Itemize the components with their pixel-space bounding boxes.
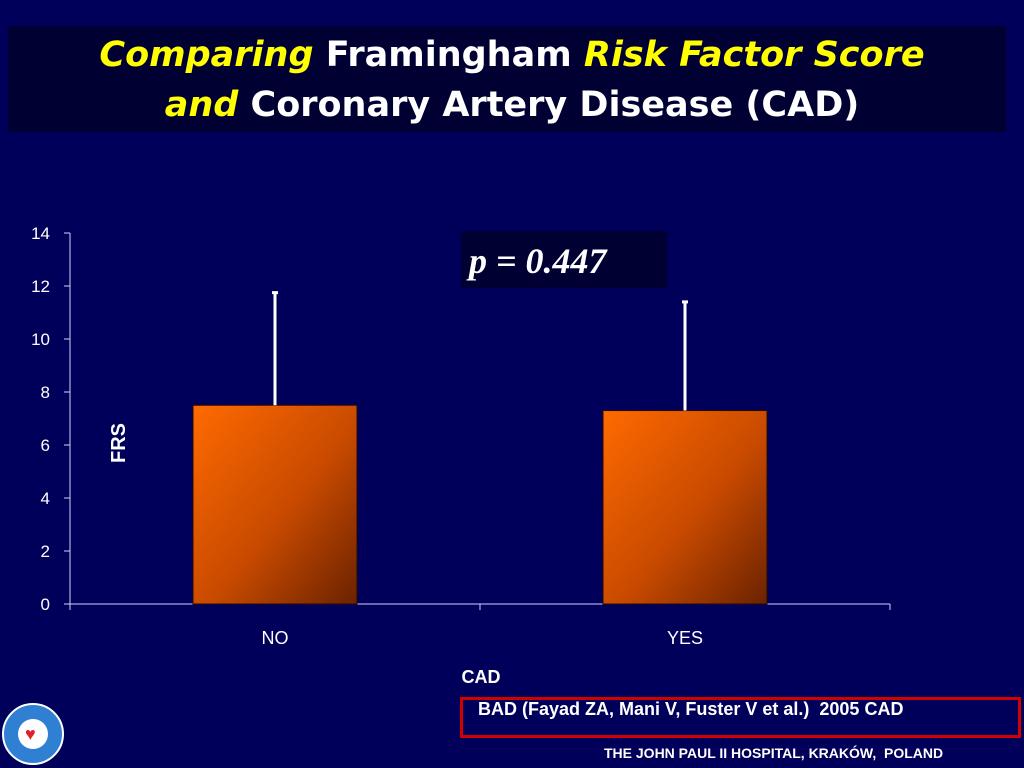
y-tick-label: 10 <box>31 330 50 349</box>
title-part-cad: Coronary Artery Disease (CAD) <box>250 85 860 125</box>
x-tick-label: NO <box>262 628 289 648</box>
heart-icon: ♥ <box>25 724 36 744</box>
footer-hospital: THE JOHN PAUL II HOSPITAL, KRAKÓW, POLAN… <box>604 745 944 761</box>
p-value-label: p = 0.447 <box>469 241 607 281</box>
title-part-and: and <box>164 85 239 125</box>
x-tick-label: YES <box>667 628 703 648</box>
x-axis-label: CAD <box>462 667 501 687</box>
title-part-framingham: Framingham <box>325 35 572 75</box>
y-tick-label: 0 <box>41 595 50 614</box>
chart-tick-labels: 0 2 4 6 8 10 12 14 NO YES <box>31 224 703 648</box>
reference-text: BAD (Fayad ZA, Mani V, Fuster V et al.) … <box>478 699 904 719</box>
chart-bars <box>192 404 768 605</box>
hospital-logo: ♥ <box>2 703 64 765</box>
bar-no <box>192 404 358 605</box>
slide-title: Comparing Framingham Risk Factor Score a… <box>0 30 1024 130</box>
y-tick-label: 14 <box>31 224 50 243</box>
y-tick-label: 8 <box>41 383 50 402</box>
y-tick-label: 6 <box>41 436 50 455</box>
y-tick-label: 2 <box>41 542 50 561</box>
title-part-comparing: Comparing <box>99 35 314 75</box>
title-part-risk-factor-score: Risk Factor Score <box>583 35 925 75</box>
bar-yes <box>602 410 768 605</box>
p-value-box <box>461 231 667 288</box>
y-tick-label: 4 <box>41 489 50 508</box>
y-axis-label: FRS <box>108 423 130 463</box>
logo-center: ♥ <box>18 719 48 749</box>
y-tick-label: 12 <box>31 277 50 296</box>
reference-box <box>460 697 1021 738</box>
chart-error-bars <box>272 291 688 411</box>
title-background <box>8 26 1006 132</box>
